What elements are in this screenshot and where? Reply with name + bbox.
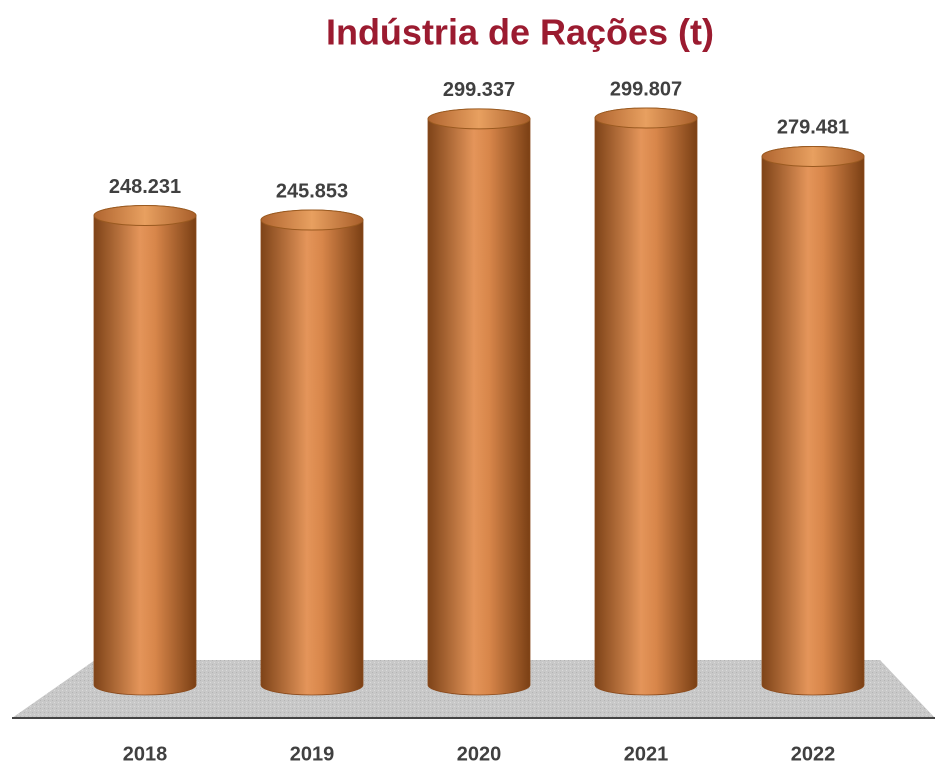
value-label: 299.807	[610, 78, 682, 100]
bar	[93, 205, 197, 696]
bar	[427, 108, 531, 696]
chart-title: Indústria de Rações (t)	[326, 12, 714, 53]
bar-top	[260, 209, 364, 231]
bar	[260, 209, 364, 696]
bar-top	[427, 108, 531, 130]
x-tick-label: 2021	[624, 743, 669, 765]
x-tick-label: 2019	[290, 743, 335, 765]
bar	[594, 107, 698, 696]
value-label: 245.853	[276, 180, 348, 202]
value-label: 279.481	[777, 117, 849, 139]
value-label: 299.337	[443, 79, 515, 101]
value-label: 248.231	[109, 176, 181, 198]
bar	[761, 146, 865, 696]
x-tick-label: 2020	[457, 743, 502, 765]
bar-top	[594, 107, 698, 129]
bar-top	[761, 145, 865, 167]
bar-top	[93, 205, 197, 227]
x-tick-label: 2022	[791, 743, 836, 765]
x-tick-label: 2018	[123, 743, 168, 765]
